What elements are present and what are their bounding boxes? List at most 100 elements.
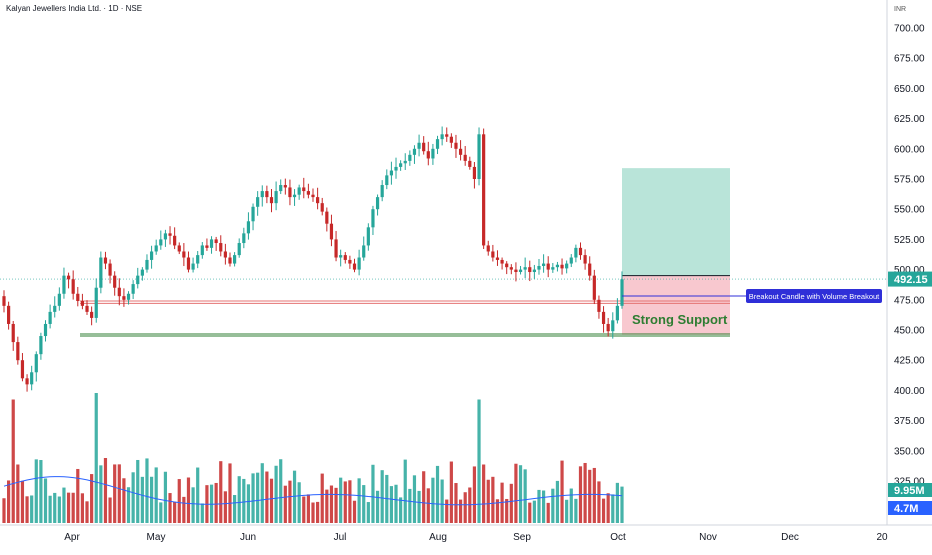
volume-bar: [357, 478, 361, 523]
candle-body: [482, 134, 486, 246]
volume-bar: [283, 485, 287, 523]
candle-body: [274, 191, 278, 204]
candle-body: [486, 245, 490, 252]
volume-bar: [71, 492, 75, 523]
candle-body: [509, 267, 513, 270]
volume-bar: [173, 501, 177, 523]
candle-body: [297, 187, 301, 195]
candle-body: [209, 239, 214, 248]
candle-body: [292, 194, 297, 198]
x-tick-label: Jun: [240, 532, 256, 543]
candle-body: [518, 269, 523, 273]
volume-bar: [57, 496, 61, 523]
volume-bar: [302, 496, 306, 523]
volume-bar: [422, 471, 426, 523]
candle-body: [214, 239, 218, 244]
y-tick-label: 550.00: [894, 205, 925, 216]
y-tick-label: 675.00: [894, 54, 925, 65]
y-tick-label: 500.00: [894, 265, 925, 276]
candle-body: [283, 185, 287, 188]
candle-body: [537, 265, 541, 270]
volume-bar: [66, 492, 71, 523]
y-tick-label: 425.00: [894, 356, 925, 367]
candle-body: [94, 287, 98, 318]
candle-body: [191, 263, 195, 270]
volume-bar: [412, 475, 417, 523]
candle-body: [182, 251, 186, 258]
candle-body: [320, 203, 324, 212]
volume-bar: [177, 479, 181, 523]
candle-body: [528, 267, 532, 273]
volume-bar: [2, 498, 6, 523]
volume-bar: [431, 477, 435, 523]
candle-body: [2, 296, 6, 306]
candle-body: [371, 209, 375, 228]
last-price-label: 492.15: [894, 274, 928, 286]
candle-body: [431, 148, 435, 159]
candle-body: [260, 191, 264, 198]
volume-bar: [242, 478, 246, 523]
candle-body: [30, 372, 34, 385]
volume-bar: [426, 488, 430, 523]
volume-tag: [888, 483, 932, 497]
candle-body: [389, 170, 394, 176]
candle-body: [186, 257, 191, 270]
volume-bar: [606, 493, 610, 523]
volume-bar: [334, 487, 338, 523]
candle-body: [34, 354, 38, 373]
candle-body: [500, 259, 504, 264]
candle-body: [117, 287, 121, 297]
volume-bar: [366, 502, 370, 523]
volume-bar: [597, 481, 601, 523]
candle-body: [408, 154, 412, 161]
x-tick-label: Aug: [429, 532, 447, 543]
candle-body: [306, 191, 310, 195]
volume-bar: [601, 498, 606, 523]
volume-bar: [7, 480, 11, 523]
candle-body: [43, 323, 48, 337]
candle-body: [352, 263, 357, 270]
candle-body: [601, 311, 606, 324]
candle-body: [219, 243, 223, 252]
volume-bar: [399, 497, 403, 523]
candle-body: [223, 251, 227, 258]
candle-body: [458, 148, 463, 155]
candle-body: [265, 191, 269, 198]
volume-bar: [214, 482, 218, 523]
candle-body: [237, 243, 241, 256]
volume-bar: [505, 498, 509, 523]
candle-body: [66, 275, 71, 280]
candle-body: [256, 197, 260, 207]
volume-bar: [145, 458, 149, 523]
candle-body: [16, 342, 20, 361]
volume-bar: [408, 488, 412, 523]
candle-body: [228, 257, 232, 264]
x-tick-label: 20: [876, 532, 888, 543]
volume-bar: [514, 463, 518, 523]
volume-bar: [191, 487, 195, 523]
volume-bar: [491, 476, 495, 523]
candle-body: [435, 139, 440, 149]
candle-body: [136, 275, 140, 285]
candle-body: [269, 197, 274, 204]
candle-body: [99, 257, 103, 288]
candle-body: [551, 267, 555, 270]
candle-body: [477, 134, 481, 179]
currency-label: INR: [894, 6, 907, 13]
y-tick-label: 575.00: [894, 175, 925, 186]
candle-body: [468, 160, 472, 167]
volume-bar: [117, 464, 121, 523]
candle-body: [163, 233, 168, 240]
candle-body: [491, 251, 495, 258]
x-tick-label: Oct: [610, 532, 626, 543]
volume-bar: [371, 464, 375, 523]
volume-bar: [76, 468, 80, 523]
volume-bar: [339, 477, 343, 523]
candle-body: [246, 221, 251, 234]
candle-body: [440, 134, 444, 140]
volume-bar: [486, 479, 490, 523]
y-tick-label: 325.00: [894, 477, 925, 488]
volume-bar: [362, 485, 366, 523]
